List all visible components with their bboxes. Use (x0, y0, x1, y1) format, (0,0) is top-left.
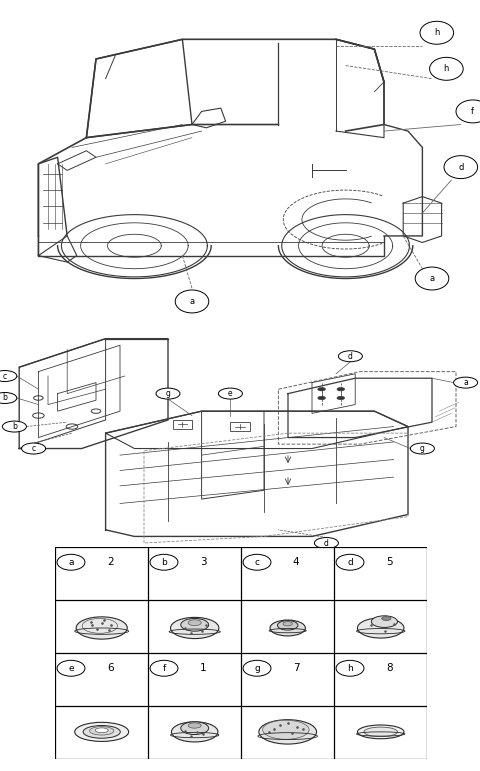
Circle shape (314, 537, 338, 548)
Circle shape (0, 392, 17, 403)
Circle shape (444, 156, 478, 179)
Circle shape (336, 660, 364, 676)
Circle shape (337, 388, 345, 391)
Text: g: g (166, 389, 170, 398)
Circle shape (410, 443, 434, 454)
Ellipse shape (83, 726, 120, 739)
Ellipse shape (259, 719, 316, 744)
Circle shape (150, 554, 178, 571)
Text: c: c (32, 444, 36, 453)
Text: b: b (161, 557, 167, 567)
Circle shape (57, 660, 85, 676)
Text: f: f (162, 664, 166, 673)
Circle shape (2, 421, 26, 432)
Text: g: g (254, 664, 260, 673)
Circle shape (337, 396, 345, 399)
Circle shape (243, 660, 271, 676)
Circle shape (420, 22, 454, 44)
Circle shape (430, 57, 463, 80)
Ellipse shape (170, 618, 219, 638)
Text: b: b (2, 393, 7, 402)
Text: a: a (68, 557, 74, 567)
Text: h: h (347, 664, 353, 673)
Ellipse shape (188, 620, 201, 625)
Circle shape (175, 290, 209, 313)
Ellipse shape (270, 620, 305, 636)
Text: d: d (348, 352, 353, 361)
Text: c: c (3, 372, 7, 381)
Ellipse shape (283, 621, 292, 626)
Circle shape (338, 351, 362, 362)
Text: d: d (458, 163, 464, 172)
Text: h: h (434, 29, 440, 37)
Text: c: c (254, 557, 260, 567)
Text: 2: 2 (107, 557, 113, 567)
Circle shape (456, 100, 480, 123)
Ellipse shape (277, 621, 298, 630)
Text: 4: 4 (293, 557, 300, 567)
Text: 6: 6 (107, 663, 113, 673)
Text: 8: 8 (386, 663, 392, 673)
Circle shape (318, 396, 325, 399)
Circle shape (156, 388, 180, 399)
Ellipse shape (171, 722, 218, 742)
Text: 1: 1 (200, 663, 206, 673)
Text: f: f (471, 107, 474, 116)
Circle shape (336, 554, 364, 571)
Ellipse shape (364, 727, 397, 736)
Ellipse shape (95, 728, 108, 732)
Circle shape (0, 371, 17, 382)
Text: g: g (420, 444, 425, 453)
Ellipse shape (181, 618, 209, 631)
Ellipse shape (76, 617, 127, 639)
Ellipse shape (181, 722, 209, 735)
Text: 3: 3 (200, 557, 206, 567)
Ellipse shape (358, 725, 404, 739)
Text: d: d (324, 538, 329, 547)
Ellipse shape (372, 616, 397, 628)
Circle shape (22, 443, 46, 454)
Circle shape (57, 554, 85, 571)
Ellipse shape (358, 618, 404, 638)
Text: b: b (12, 422, 17, 431)
Circle shape (243, 554, 271, 571)
Text: 7: 7 (293, 663, 300, 673)
Text: h: h (444, 64, 449, 73)
Circle shape (454, 377, 478, 388)
Ellipse shape (188, 723, 201, 728)
Circle shape (150, 660, 178, 676)
Text: 5: 5 (386, 557, 392, 567)
Ellipse shape (263, 720, 309, 739)
Text: a: a (430, 274, 434, 283)
Text: a: a (463, 378, 468, 387)
Text: a: a (190, 297, 194, 306)
Ellipse shape (75, 722, 129, 742)
Circle shape (218, 388, 242, 399)
Text: e: e (228, 389, 233, 398)
Ellipse shape (382, 616, 391, 621)
Ellipse shape (90, 726, 114, 735)
Circle shape (415, 267, 449, 290)
Text: d: d (347, 557, 353, 567)
Text: e: e (68, 664, 74, 673)
Circle shape (318, 388, 325, 391)
